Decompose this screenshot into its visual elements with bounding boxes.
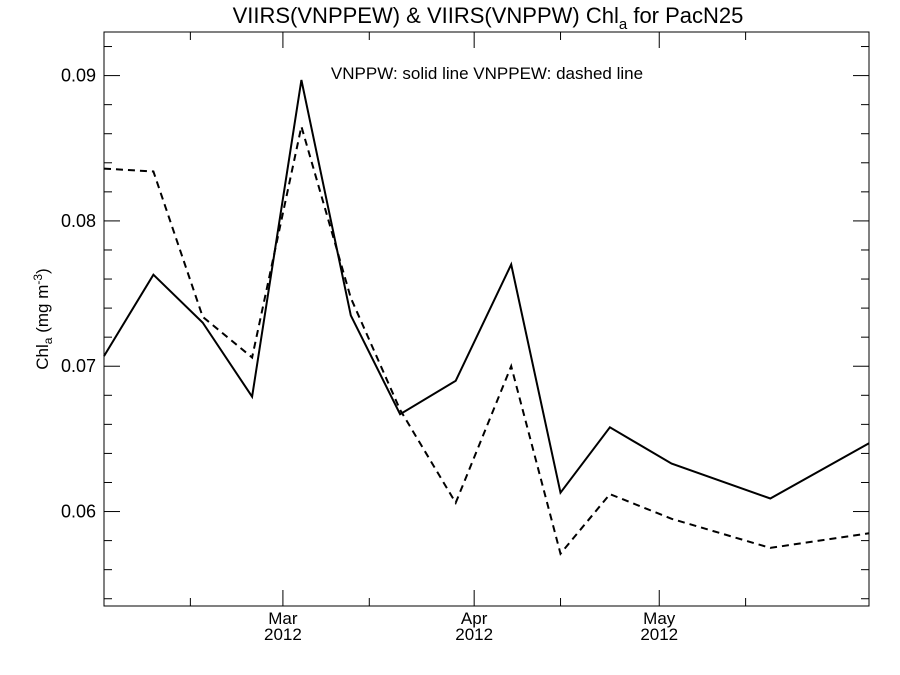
- x-tick-label-month: May: [643, 609, 676, 628]
- plot-series: [103, 79, 870, 556]
- plot-frame: [103, 31, 870, 607]
- y-tick-label: 0.08: [61, 211, 96, 231]
- x-tick-label-year: 2012: [264, 625, 302, 644]
- y-axis-label: Chla (mg m-3): [31, 268, 55, 369]
- series-line-vnppw: [103, 79, 870, 500]
- x-tick-label-month: Apr: [461, 609, 488, 628]
- line-style-annotation: VNPPW: solid line VNPPEW: dashed line: [331, 64, 643, 83]
- series-line-vnppew: [103, 126, 870, 556]
- title: VIIRS(VNPPEW) & VIIRS(VNPPW) Chla for Pa…: [233, 3, 744, 33]
- y-tick-label: 0.06: [61, 502, 96, 522]
- chart-title: VIIRS(VNPPEW) & VIIRS(VNPPW) Chla for Pa…: [233, 3, 744, 33]
- y-tick-label: 0.09: [61, 66, 96, 86]
- y-axis: 0.06 0.07 0.08 0.09: [61, 46, 869, 600]
- x-tick-label-year: 2012: [455, 625, 493, 644]
- y-tick-label: 0.07: [61, 356, 96, 376]
- x-tick-label-month: Mar: [268, 609, 298, 628]
- x-tick-label-year: 2012: [640, 625, 678, 644]
